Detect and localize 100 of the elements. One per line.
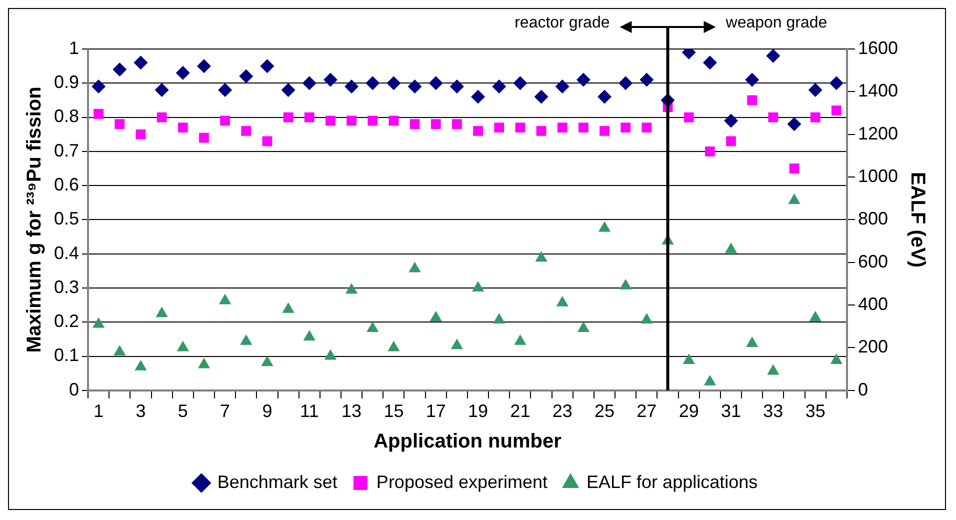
point: [262, 136, 272, 146]
x-axis-title: Application number: [374, 430, 562, 453]
x-tick-label: 27: [636, 401, 657, 422]
point: [640, 312, 653, 324]
point: [430, 310, 442, 322]
point: [366, 322, 379, 332]
y-tick-label: 0.2: [54, 311, 80, 332]
y-tick-label: 0: [69, 379, 80, 400]
point: [830, 354, 842, 364]
point: [156, 112, 167, 122]
point: [196, 59, 211, 74]
point: [576, 72, 590, 87]
point: [283, 112, 294, 122]
point: [134, 56, 148, 70]
point: [556, 296, 568, 306]
point: [241, 126, 252, 136]
x-tick-label: 23: [552, 401, 572, 422]
point: [302, 76, 316, 90]
point: [428, 76, 443, 90]
point: [766, 49, 780, 63]
point: [473, 126, 483, 136]
point: [724, 242, 738, 254]
point: [577, 322, 590, 332]
point: [808, 82, 822, 97]
point: [326, 116, 336, 126]
point: [515, 122, 526, 132]
point: [600, 126, 610, 136]
point: [829, 76, 844, 90]
point: [534, 90, 548, 104]
y2-tick-label: 800: [858, 208, 888, 229]
y-tick-label: 1: [69, 38, 80, 58]
x-tick-label: 17: [426, 401, 446, 422]
legend-label: Benchmark set: [217, 472, 338, 492]
point: [304, 112, 314, 122]
point: [598, 90, 612, 104]
x-tick-label: 9: [262, 401, 272, 422]
point: [494, 122, 504, 132]
point: [471, 90, 486, 104]
point: [178, 122, 188, 132]
x-tick-label: 5: [178, 401, 188, 422]
point: [726, 136, 736, 146]
point: [787, 117, 802, 132]
point: [388, 116, 399, 126]
point: [746, 336, 758, 347]
point: [747, 95, 758, 106]
point: [345, 283, 358, 294]
point: [386, 76, 401, 90]
point: [260, 59, 274, 74]
y-tick-label: 0.8: [54, 106, 80, 126]
point: [240, 334, 252, 345]
point: [344, 80, 359, 94]
point: [408, 80, 422, 94]
point: [767, 364, 780, 375]
point: [555, 80, 570, 94]
point: [704, 146, 715, 156]
x-tick-label: 3: [136, 401, 146, 422]
point: [684, 112, 694, 122]
point: [410, 119, 420, 130]
point: [199, 132, 209, 143]
text: reactor grade: [514, 14, 610, 32]
point: [702, 56, 717, 70]
x-tick-label: 19: [468, 401, 488, 422]
point: [536, 126, 546, 136]
point: [724, 114, 738, 128]
x-tick-label: 33: [763, 401, 784, 422]
point: [112, 62, 127, 76]
point: [239, 69, 254, 84]
y2-tick-label: 1400: [858, 80, 898, 101]
point: [535, 251, 548, 262]
point: [745, 72, 760, 87]
point: [94, 108, 104, 119]
point: [303, 330, 316, 341]
text: weapon grade: [724, 14, 828, 32]
y2-axis-title: EALF (eV): [906, 172, 928, 268]
point: [809, 310, 822, 322]
point: [176, 66, 190, 80]
x-tick-label: 21: [510, 401, 530, 422]
x-tick-label: 25: [594, 401, 615, 422]
y2-tick-label: 200: [858, 336, 888, 357]
point: [388, 340, 400, 352]
point: [620, 122, 631, 132]
point: [198, 358, 210, 368]
point: [430, 119, 441, 130]
point: [282, 302, 294, 313]
y-tick-label: 0.1: [54, 345, 80, 366]
y-tick-label: 0.3: [54, 276, 80, 297]
point: [281, 82, 296, 97]
point: [642, 122, 652, 132]
y-tick-label: 0.9: [54, 72, 80, 92]
x-tick-label: 15: [384, 401, 404, 422]
x-tick-label: 35: [805, 401, 826, 422]
point: [682, 354, 695, 364]
y2-tick-label: 400: [858, 294, 888, 314]
point: [154, 82, 169, 97]
point: [408, 262, 421, 272]
y-tick-label: 0.6: [54, 174, 80, 195]
x-tick-label: 13: [342, 401, 362, 422]
point: [618, 76, 633, 90]
y-tick-label: 0.7: [54, 140, 80, 160]
point: [92, 80, 106, 94]
